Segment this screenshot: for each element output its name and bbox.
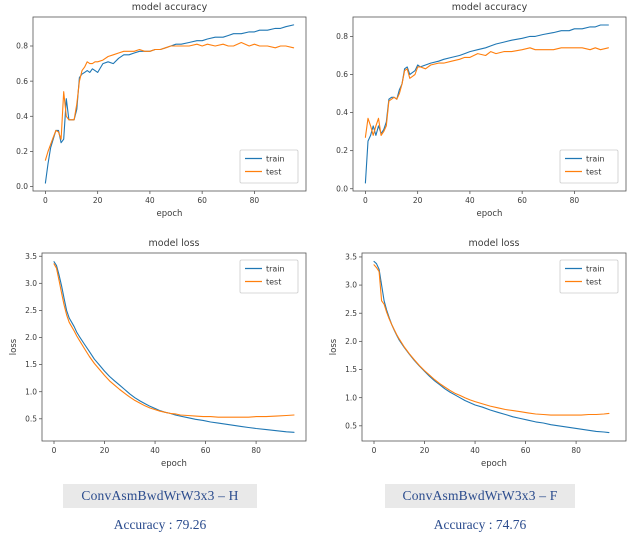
x-axis-label: epoch xyxy=(477,209,503,219)
y-tick-label: 0.4 xyxy=(16,112,28,121)
x-tick-label: 0 xyxy=(363,196,368,205)
plot-area xyxy=(361,252,627,442)
model-name-badge-h: ConvAsmBwdWrW3x3 – H xyxy=(63,484,257,508)
x-tick-label: 40 xyxy=(470,446,480,455)
y-tick-label: 0.5 xyxy=(345,421,357,430)
x-tick-label: 0 xyxy=(43,196,48,205)
legend-train-label: train xyxy=(266,264,285,273)
test-line xyxy=(44,41,295,161)
plot-area xyxy=(41,252,307,442)
x-tick-label: 0 xyxy=(372,446,377,455)
x-tick-label: 20 xyxy=(420,446,430,455)
x-tick-label: 40 xyxy=(465,196,475,205)
y-tick-label: 2.0 xyxy=(345,337,357,346)
y-tick-label: 1.5 xyxy=(345,365,357,374)
x-tick-label: 80 xyxy=(251,446,261,455)
y-tick-label: 0.6 xyxy=(16,77,28,86)
x-tick-label: 40 xyxy=(150,446,160,455)
y-tick-label: 3.0 xyxy=(345,281,357,290)
chart-cell-loss-h: model loss 0 20 40 60 80 0.5 1.0 1.5 2.0 2.5 3.0 3.5… xyxy=(0,236,320,474)
y-axis-label: loss xyxy=(9,338,19,355)
chart-title: model loss xyxy=(149,238,200,249)
x-tick-label: 20 xyxy=(100,446,110,455)
y-tick-label: 1.0 xyxy=(345,393,357,402)
x-tick-label: 20 xyxy=(413,196,423,205)
legend-train-label: train xyxy=(586,154,605,163)
model-loss-f-chart: model loss 0 20 40 60 80 0.5 1.0 1.5 2.0 2.5 3.0 3.5… xyxy=(329,238,627,469)
legend-train-label: train xyxy=(586,264,605,273)
train-line xyxy=(53,261,295,433)
x-tick-label: 20 xyxy=(93,196,103,205)
y-tick-label: 2.5 xyxy=(345,309,357,318)
x-axis-label: epoch xyxy=(157,209,183,219)
x-axis-label: epoch xyxy=(161,459,187,469)
caption-block-f: ConvAsmBwdWrW3x3 – F Accuracy : 74.76 xyxy=(320,484,640,533)
y-tick-label: 2.0 xyxy=(25,333,37,342)
y-tick-label: 0.8 xyxy=(16,42,28,51)
model-accuracy-f-chart: model accuracy 0 20 40 60 80 0.0 0.2 0.4 0.6 0.8 ep… xyxy=(336,2,627,219)
chart-title: model loss xyxy=(469,238,520,249)
train-line xyxy=(44,24,295,184)
legend-test-label: test xyxy=(586,277,601,286)
legend-test-label: test xyxy=(266,167,281,176)
y-tick-label: 0.2 xyxy=(336,146,348,155)
chart-cell-accuracy-f: model accuracy 0 20 40 60 80 0.0 0.2 0.4 0.6 0.8 ep… xyxy=(320,0,640,224)
x-tick-label: 80 xyxy=(250,196,260,205)
plot-area xyxy=(32,16,307,192)
x-tick-label: 60 xyxy=(521,446,531,455)
y-tick-label: 0.2 xyxy=(16,147,28,156)
model-accuracy-h-chart: model accuracy 0 20 40 60 80 0.0 0.2 0.4 0.6 0.8 ep… xyxy=(16,2,307,219)
y-tick-label: 0.6 xyxy=(336,70,348,79)
y-tick-label: 1.0 xyxy=(25,387,37,396)
chart-title: model accuracy xyxy=(452,2,528,13)
test-line xyxy=(373,264,610,416)
caption-block-h: ConvAsmBwdWrW3x3 – H Accuracy : 79.26 xyxy=(0,484,320,533)
x-tick-label: 0 xyxy=(52,446,57,455)
y-tick-label: 0.0 xyxy=(16,182,28,191)
plot-area xyxy=(352,16,627,192)
y-tick-label: 1.5 xyxy=(25,360,37,369)
accuracy-value-f: Accuracy : 74.76 xyxy=(433,517,527,532)
x-tick-label: 80 xyxy=(570,196,580,205)
y-tick-label: 0.4 xyxy=(336,108,348,117)
y-tick-label: 0.0 xyxy=(336,184,348,193)
x-tick-label: 60 xyxy=(197,196,207,205)
y-tick-label: 2.5 xyxy=(25,306,37,315)
model-name-badge-f: ConvAsmBwdWrW3x3 – F xyxy=(384,484,576,508)
test-line xyxy=(53,263,295,418)
accuracy-value-h: Accuracy : 79.26 xyxy=(113,517,207,532)
chart-cell-loss-f: model loss 0 20 40 60 80 0.5 1.0 1.5 2.0 2.5 3.0 3.5… xyxy=(320,236,640,474)
y-tick-label: 0.8 xyxy=(336,32,348,41)
legend-test-label: test xyxy=(266,277,281,286)
x-tick-label: 60 xyxy=(517,196,527,205)
x-tick-label: 60 xyxy=(201,446,211,455)
y-axis-label: loss xyxy=(329,338,339,355)
x-axis-label: epoch xyxy=(481,459,507,469)
y-tick-label: 3.5 xyxy=(25,252,37,261)
test-line xyxy=(364,47,609,138)
chart-title: model accuracy xyxy=(132,2,208,13)
chart-cell-accuracy-h: model accuracy 0 20 40 60 80 0.0 0.2 0.4 0.6 0.8 ep… xyxy=(0,0,320,224)
x-tick-label: 40 xyxy=(145,196,155,205)
model-loss-h-chart: model loss 0 20 40 60 80 0.5 1.0 1.5 2.0 2.5 3.0 3.5… xyxy=(9,238,307,469)
y-tick-label: 0.5 xyxy=(25,414,37,423)
x-tick-label: 80 xyxy=(571,446,581,455)
y-tick-label: 3.5 xyxy=(345,253,357,262)
legend-train-label: train xyxy=(266,154,285,163)
legend-test-label: test xyxy=(586,167,601,176)
y-tick-label: 3.0 xyxy=(25,279,37,288)
